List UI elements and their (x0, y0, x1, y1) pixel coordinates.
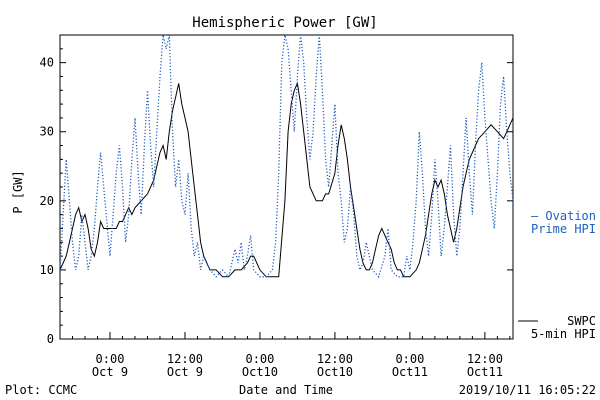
legend-ovation-line1: — Ovation (531, 209, 596, 223)
x-axis-label: Date and Time (239, 383, 333, 397)
x-tick-label-time: 0:00 (245, 352, 274, 366)
x-tick-label-time: 12:00 (317, 352, 353, 366)
legend-swpc-line1: SWPC (567, 314, 596, 328)
x-tick-label-date: Oct10 (317, 365, 353, 379)
y-tick-label: 0 (47, 332, 54, 346)
series-layer (59, 34, 514, 279)
footer-timestamp: 2019/10/11 16:05:22 (459, 383, 596, 397)
chart-title: Hemispheric Power [GW] (192, 15, 377, 31)
plot-frame (59, 34, 514, 340)
x-tick-label-date: Oct11 (392, 365, 428, 379)
y-tick-label: 10 (40, 263, 54, 277)
y-axis-label: P [GW] (11, 170, 25, 213)
y-tick-label: 20 (40, 194, 54, 208)
x-tick-label-date: Oct11 (467, 365, 503, 379)
x-tick-label-time: 12:00 (467, 352, 503, 366)
x-tick-label-date: Oct10 (242, 365, 278, 379)
series-ovation-prime-hpi (59, 34, 514, 279)
y-tick-label: 40 (40, 56, 54, 70)
legend: — Ovation Prime HPI SWPC 5-min HPI (518, 209, 596, 341)
x-tick-label-date: Oct 9 (167, 365, 203, 379)
series-swpc-5min-hpi (59, 81, 514, 278)
x-tick-label-date: Oct 9 (92, 365, 128, 379)
y-tick-label: 30 (40, 125, 54, 139)
x-tick-label-time: 0:00 (395, 352, 424, 366)
x-tick-label-time: 0:00 (96, 352, 125, 366)
y-axis: 0 10 20 30 40 (40, 48, 513, 346)
x-tick-label-time: 12:00 (167, 352, 203, 366)
legend-swpc-line2: 5-min HPI (531, 327, 596, 341)
footer-credit: Plot: CCMC (5, 383, 77, 397)
legend-ovation-line2: Prime HPI (531, 222, 596, 236)
